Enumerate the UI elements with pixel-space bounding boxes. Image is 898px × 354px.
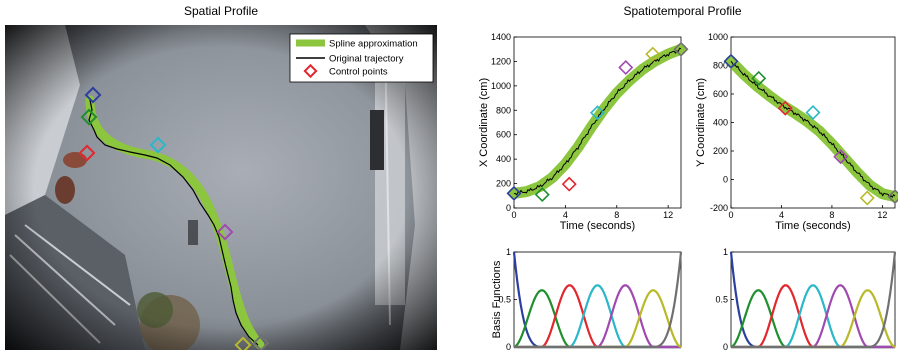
- y-tick-label: 400: [713, 118, 728, 128]
- x-tick-label: 0: [728, 210, 733, 220]
- control-point: [859, 190, 875, 206]
- control-point: [618, 60, 634, 76]
- control-point: [805, 105, 821, 121]
- control-point: [833, 149, 849, 165]
- y-tick-label: 0.5: [498, 295, 511, 305]
- chart-basis-right: 00.51: [715, 247, 897, 352]
- spatial-spline-path: [85, 95, 265, 350]
- y-tick-label: 800: [496, 105, 511, 115]
- control-point: [645, 46, 661, 62]
- control-point: [777, 100, 793, 116]
- basis-function-7: [514, 251, 683, 349]
- y-tick-label: 0: [723, 175, 728, 185]
- camera-photo: Spline approximation Original trajectory…: [5, 25, 437, 350]
- y-tick-label: 600: [496, 130, 511, 140]
- control-point: [673, 41, 689, 57]
- y-tick-label: 1000: [491, 81, 511, 91]
- y-tick-label: 1400: [491, 32, 511, 42]
- y-tick-label: 800: [713, 61, 728, 71]
- x-axis-label: Time (seconds): [560, 220, 635, 232]
- x-tick-label: 8: [614, 210, 619, 220]
- legend-spline-label: Spline approximation: [329, 39, 418, 50]
- y-tick-label: -200: [710, 203, 728, 213]
- x-tick-label: 12: [663, 210, 673, 220]
- spatial-profile-title: Spatial Profile: [183, 4, 259, 18]
- plot-area: [513, 251, 682, 348]
- y-tick-label: 1: [506, 247, 511, 257]
- y-tick-label: 1: [723, 247, 728, 257]
- x-axis-label: Time (seconds): [775, 220, 850, 232]
- spatial-control-point: [149, 136, 167, 154]
- x-tick-label: 8: [829, 210, 834, 220]
- y-tick-label: 200: [496, 179, 511, 189]
- y-tick-label: 1000: [708, 32, 728, 42]
- spatiotemporal-profile-title: Spatiotemporal Profile: [623, 4, 742, 18]
- y-tick-label: 600: [713, 89, 728, 99]
- y-axis-label: Y Coordinate (cm): [695, 78, 707, 167]
- spatial-trajectory-path: [88, 99, 259, 346]
- spatial-control-point: [234, 336, 252, 350]
- y-tick-label: 0.5: [715, 295, 728, 305]
- y-axis-label: X Coordinate (cm): [478, 78, 490, 167]
- trajectory-line: [730, 60, 896, 199]
- spatial-control-point: [84, 86, 102, 104]
- spatial-control-point: [78, 144, 96, 162]
- plot-area: [730, 251, 896, 348]
- y-tick-label: 0: [723, 342, 728, 352]
- chart-x-coordinate: 0 200 400 600 800 1000 1200 1400 0 4 8 12 Time (seco…: [478, 32, 689, 232]
- y-tick-label: 400: [496, 154, 511, 164]
- legend: Spline approximation Original trajectory…: [289, 33, 434, 83]
- y-tick-label: 200: [713, 146, 728, 156]
- y-tick-label: 0: [506, 203, 511, 213]
- x-tick-label: 4: [563, 210, 568, 220]
- control-point: [534, 187, 550, 203]
- legend-original-label: Original trajectory: [329, 54, 404, 65]
- control-point: [506, 185, 522, 201]
- control-point: [723, 53, 739, 69]
- control-point: [561, 176, 577, 192]
- control-point: [590, 105, 605, 121]
- y-tick-label: 0: [506, 342, 511, 352]
- y-axis-label: Basis Functions: [491, 260, 503, 338]
- x-tick-label: 4: [779, 210, 784, 220]
- x-tick-label: 0: [511, 210, 516, 220]
- control-point: [887, 189, 898, 205]
- basis-function-7: [731, 251, 897, 349]
- spatial-control-point: [216, 223, 234, 241]
- spatial-control-point: [252, 334, 270, 350]
- control-point: [751, 70, 767, 86]
- y-tick-label: 1200: [491, 56, 511, 66]
- spatial-control-point: [80, 108, 98, 126]
- x-tick-label: 12: [877, 210, 887, 220]
- legend-control-label: Control points: [329, 67, 388, 78]
